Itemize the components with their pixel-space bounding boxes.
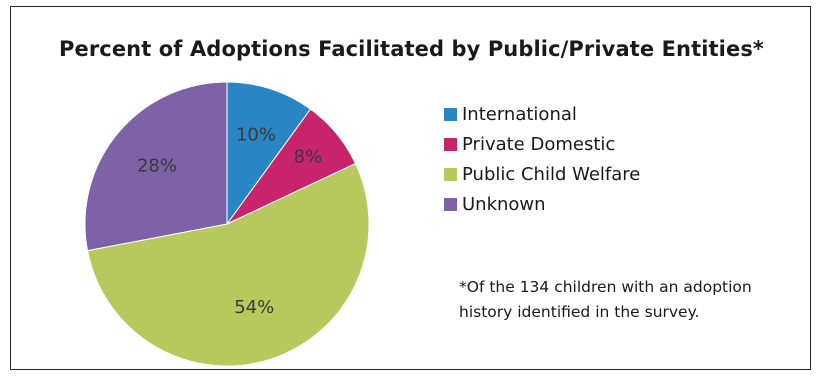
legend-label-private-domestic: Private Domestic (462, 133, 616, 155)
footnote: *Of the 134 children with an adoption hi… (459, 275, 799, 325)
pie-slice-unknown (84, 81, 228, 252)
pie-chart: 10% 8% 54% 28% (84, 81, 370, 367)
pie-label-public-child-welfare: 54% (234, 297, 274, 318)
pie-label-international: 10% (236, 124, 276, 145)
legend-swatch-unknown (444, 197, 457, 211)
legend-swatch-private-domestic (444, 137, 457, 151)
footnote-line-2: history identified in the survey. (459, 303, 700, 321)
legend-label-public-child-welfare: Public Child Welfare (462, 163, 641, 185)
pie-slices (84, 81, 370, 367)
pie-labels: 10% 8% 54% 28% (137, 124, 322, 318)
legend-swatch-international (444, 107, 457, 121)
pie-label-unknown: 28% (137, 156, 177, 177)
pie-label-private-domestic: 8% (294, 147, 323, 168)
pie-slice-international (226, 81, 312, 226)
legend-item-private-domestic: Private Domestic (444, 129, 640, 159)
legend: International Private Domestic Public Ch… (444, 99, 640, 219)
chart-title: Percent of Adoptions Facilitated by Publ… (59, 37, 764, 61)
legend-label-unknown: Unknown (462, 193, 546, 215)
legend-item-unknown: Unknown (444, 189, 640, 219)
legend-label-international: International (462, 103, 577, 125)
legend-swatch-public-child-welfare (444, 167, 457, 181)
pie-slice-public-child-welfare (86, 162, 370, 367)
legend-item-international: International (444, 99, 640, 129)
footnote-line-1: *Of the 134 children with an adoption (459, 278, 752, 296)
legend-item-public-child-welfare: Public Child Welfare (444, 159, 640, 189)
chart-frame: Percent of Adoptions Facilitated by Publ… (10, 6, 811, 370)
